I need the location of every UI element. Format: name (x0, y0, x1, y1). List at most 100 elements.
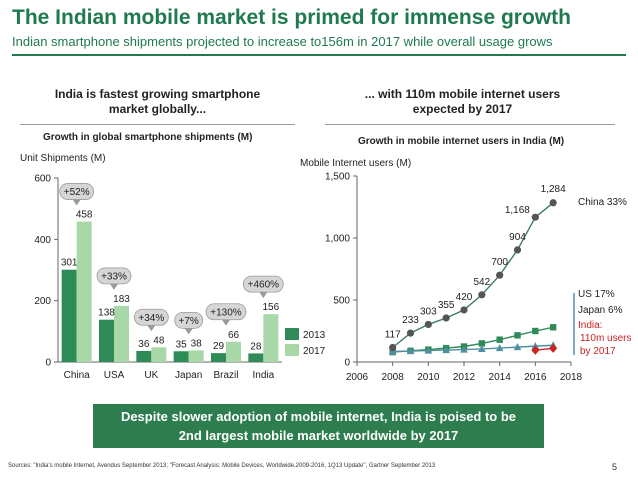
series-label-india-2: 110m users (580, 333, 632, 344)
point-us (514, 332, 521, 339)
china-value-label: 542 (473, 277, 490, 288)
growth-badge-label: +7% (179, 316, 199, 327)
point-us (496, 336, 503, 343)
left-heading-line-2: market globally... (108, 102, 207, 116)
bar-2013-value-label: 29 (213, 341, 225, 352)
line-x-tick-label: 2018 (560, 372, 583, 383)
growth-badge-label: +33% (101, 271, 127, 282)
bar-category-label: UK (144, 370, 158, 381)
bar-2017-value-label: 156 (262, 302, 279, 313)
china-value-label: 303 (420, 306, 437, 317)
line-series-china (392, 202, 554, 349)
bar-2013-china (61, 269, 77, 362)
line-y-tick-label: 500 (333, 296, 350, 307)
growth-arrow (110, 283, 118, 290)
bar-2013-usa (99, 319, 114, 362)
china-value-label: 355 (438, 300, 455, 311)
conclusion-callout: Despite slower adoption of mobile intern… (93, 404, 544, 448)
bar-y-tick-label: 400 (34, 235, 51, 246)
point-china (442, 314, 450, 322)
right-heading-line-1: ... with 110m mobile internet users (364, 87, 561, 101)
callout-line-1: Despite slower adoption of mobile intern… (120, 409, 517, 424)
line-y-tick-label: 1,000 (325, 234, 350, 245)
line-x-tick-label: 2008 (382, 372, 405, 383)
bar-2017-uk (151, 347, 167, 362)
point-japan (495, 344, 504, 352)
page-number: 5 (612, 462, 618, 472)
line-x-tick-label: 2006 (346, 372, 369, 383)
left-heading-divider (20, 124, 295, 125)
bar-2013-value-label: 35 (176, 339, 188, 350)
bar-2013-value-label: 138 (98, 308, 115, 319)
china-value-label: 1,168 (505, 205, 530, 216)
point-japan (442, 346, 450, 354)
bar-category-label: China (64, 370, 91, 381)
bar-2017-value-label: 458 (76, 210, 93, 221)
point-us (532, 327, 539, 335)
series-label-us: US 17% (578, 289, 615, 300)
series-label-japan: Japan 6% (578, 305, 623, 316)
bar-y-axis-label: Unit Shipments (M) (20, 153, 106, 164)
bar-2013-brazil (211, 353, 226, 362)
bar-2017-value-label: 66 (228, 330, 240, 341)
bar-category-label: Brazil (213, 370, 238, 381)
china-value-label: 117 (385, 329, 401, 340)
point-japan (424, 346, 433, 354)
bar-2017-china (76, 221, 92, 362)
right-panel-heading: ... with 110m mobile internet users expe… (325, 87, 600, 117)
point-us (549, 324, 557, 331)
point-china (478, 291, 486, 299)
bar-2013-value-label: 301 (61, 258, 78, 269)
bar-2017-value-label: 183 (113, 294, 130, 305)
bar-2017-brazil (226, 341, 241, 362)
point-japan (513, 343, 522, 351)
legend-label-2017: 2017 (303, 346, 326, 357)
point-japan (478, 344, 486, 352)
bar-2013-value-label: 36 (138, 339, 150, 350)
point-japan (531, 342, 540, 350)
point-china (406, 329, 415, 337)
bar-2013-value-label: 28 (250, 341, 262, 352)
growth-arrow (184, 328, 193, 335)
left-chart-heading: Growth in global smartphone shipments (M… (43, 132, 253, 143)
bar-2013-japan (173, 351, 189, 362)
point-india (531, 345, 540, 355)
title-divider (12, 54, 626, 56)
point-china (513, 246, 522, 254)
china-value-label: 700 (491, 257, 508, 268)
point-japan (460, 345, 468, 353)
line-series-japan (392, 344, 554, 353)
line-series-us (392, 326, 554, 353)
growth-arrow (259, 292, 268, 299)
bar-2013-india (248, 353, 264, 362)
point-china (424, 320, 432, 329)
china-value-label: 420 (456, 292, 473, 303)
bar-y-tick-label: 0 (45, 358, 51, 369)
left-panel-heading: India is fastest growing smartphone mark… (20, 87, 295, 117)
right-heading-divider (325, 124, 615, 125)
point-india (549, 343, 558, 353)
line-x-tick-label: 2012 (453, 372, 476, 383)
left-heading-line-1: India is fastest growing smartphone (54, 87, 261, 101)
page-subtitle: Indian smartphone shipments projected to… (12, 34, 553, 49)
growth-badge-label: +130% (210, 307, 242, 318)
point-china (549, 199, 557, 207)
point-china (389, 343, 397, 352)
line-x-tick-label: 2010 (417, 372, 440, 383)
point-china (531, 213, 539, 221)
series-label-china: China 33% (578, 197, 627, 208)
line-y-axis-label: Mobile Internet users (M) (300, 158, 411, 169)
bar-y-tick-label: 600 (34, 174, 51, 185)
growth-badge-label: +52% (64, 187, 90, 198)
china-value-label: 233 (402, 315, 419, 326)
bar-2017-value-label: 48 (153, 335, 165, 346)
line-x-tick-label: 2016 (524, 372, 547, 383)
series-label-india-1: India: (578, 320, 602, 331)
legend-swatch-2013 (285, 328, 299, 340)
bar-2013-uk (136, 350, 152, 362)
bar-category-label: USA (104, 370, 125, 381)
point-china (496, 271, 504, 279)
growth-arrow (222, 319, 230, 326)
